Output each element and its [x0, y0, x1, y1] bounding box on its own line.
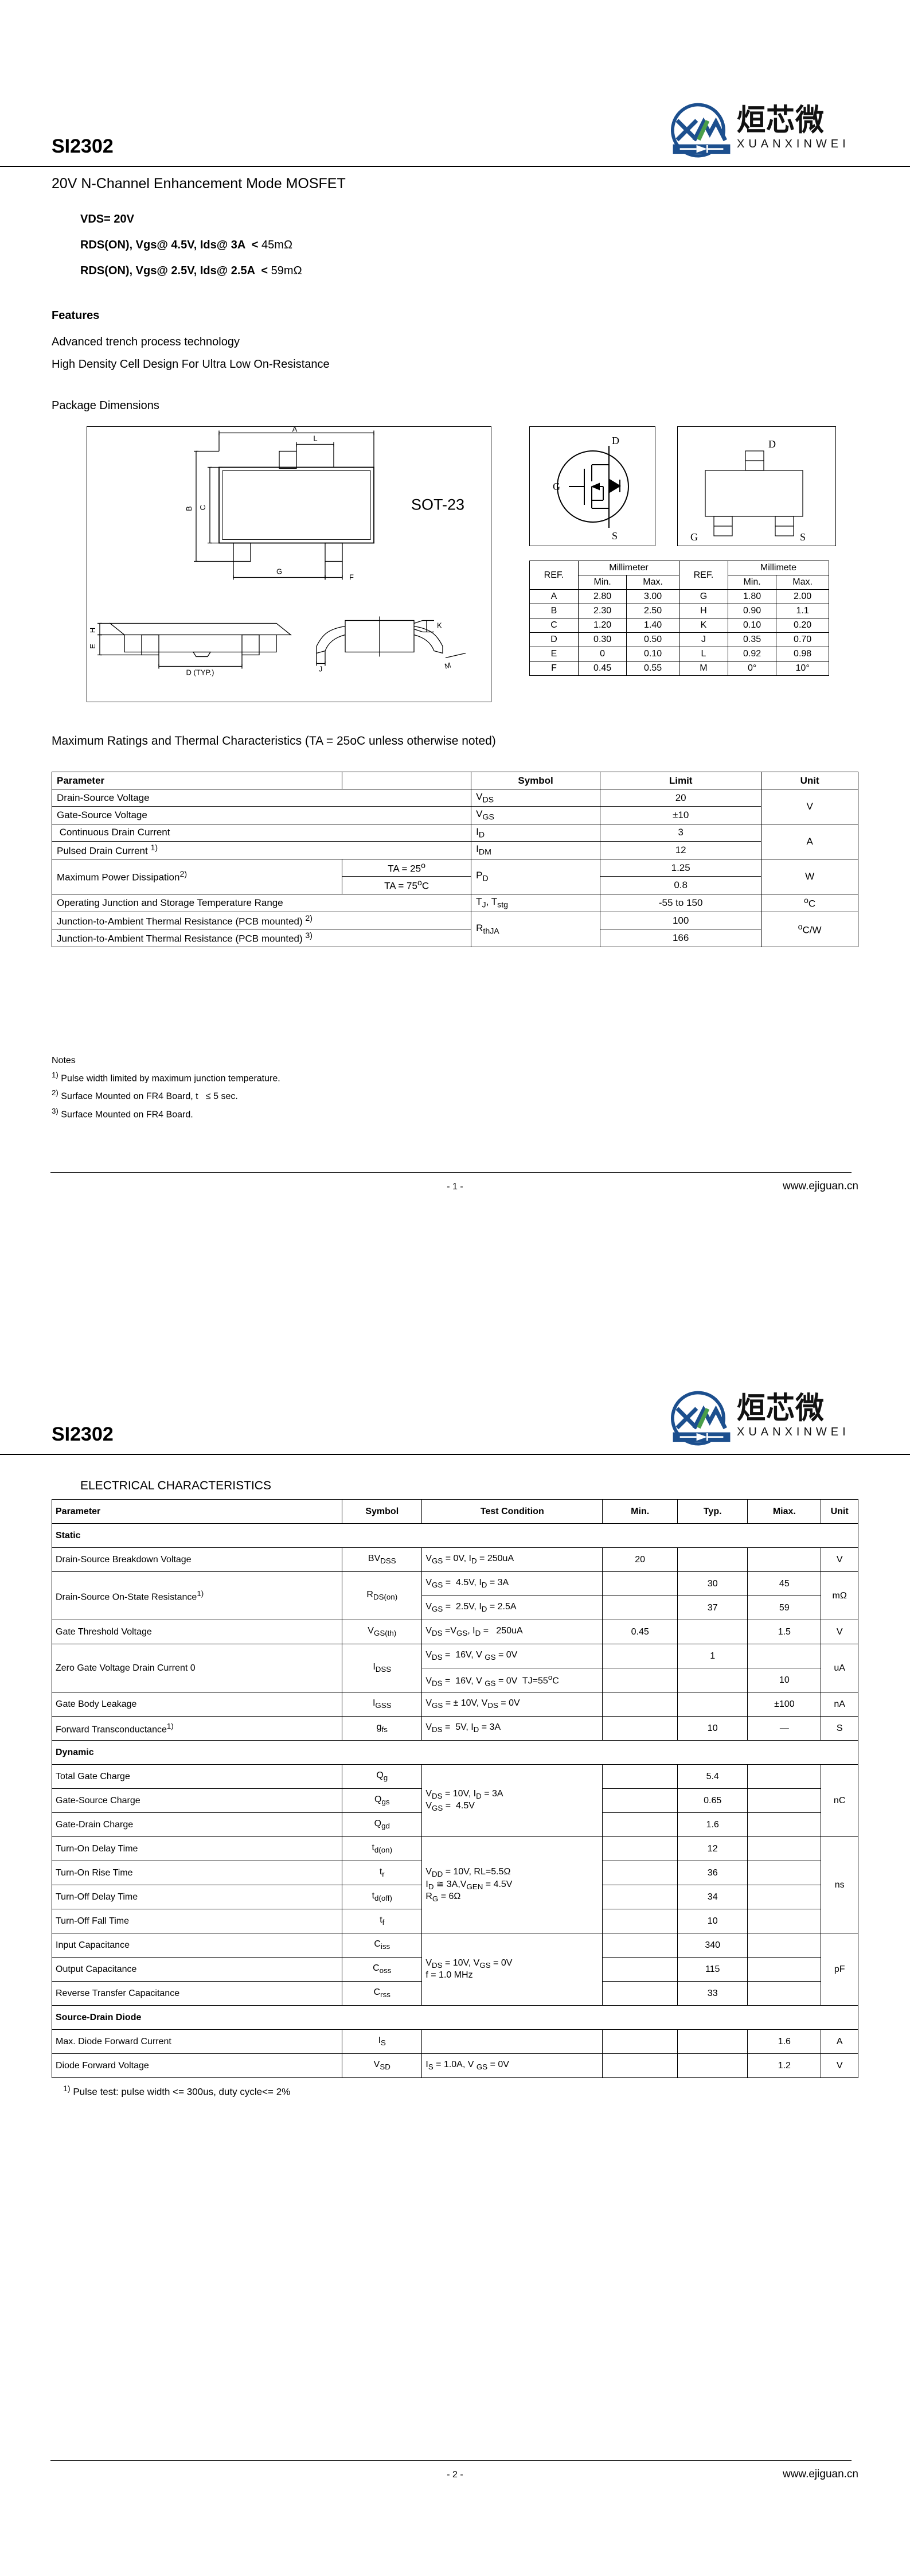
svg-text:D (TYP.): D (TYP.): [186, 668, 214, 677]
svg-text:A: A: [292, 427, 298, 434]
svg-text:F: F: [349, 573, 354, 582]
svg-text:B: B: [185, 506, 193, 511]
svg-text:G: G: [553, 481, 560, 492]
svg-text:G: G: [276, 567, 282, 576]
svg-text:K: K: [437, 621, 442, 630]
svg-text:L: L: [313, 434, 317, 443]
svg-text:M: M: [444, 661, 452, 671]
svg-text:D: D: [612, 435, 619, 446]
svg-text:S: S: [800, 531, 806, 543]
svg-text:S: S: [612, 530, 618, 542]
svg-text:C: C: [198, 505, 207, 510]
svg-text:E: E: [88, 644, 97, 649]
svg-text:H: H: [88, 628, 97, 633]
svg-text:G: G: [690, 531, 698, 543]
svg-text:D: D: [768, 438, 776, 450]
svg-text:J: J: [319, 665, 323, 674]
svg-text:SOT-23: SOT-23: [411, 496, 464, 513]
